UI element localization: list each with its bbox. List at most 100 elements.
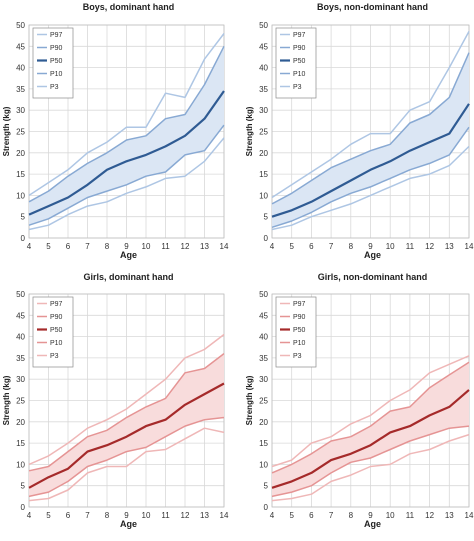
series-line-p3 bbox=[271, 433, 470, 502]
legend-label: P10 bbox=[50, 340, 63, 347]
series-line-p10 bbox=[271, 425, 470, 498]
percentile-band bbox=[29, 46, 224, 226]
y-tick-label: 20 bbox=[259, 418, 268, 427]
y-tick-label: 35 bbox=[16, 85, 25, 94]
y-tick-label: 5 bbox=[21, 213, 26, 222]
x-tick-label: 12 bbox=[425, 511, 434, 520]
series-line-p90 bbox=[271, 52, 470, 205]
legend-label: P97 bbox=[50, 301, 63, 308]
y-tick-label: 40 bbox=[16, 64, 25, 73]
legend-label: P3 bbox=[50, 84, 59, 91]
chart-title: Boys, dominant hand bbox=[83, 2, 175, 12]
x-tick-label: 14 bbox=[220, 511, 229, 520]
series-line-p10 bbox=[271, 126, 470, 229]
x-tick-label: 14 bbox=[465, 242, 474, 251]
chart-panel-1: Boys, dominant hand051015202530354045504… bbox=[2, 2, 229, 260]
y-tick-label: 30 bbox=[16, 106, 25, 115]
x-tick-label: 11 bbox=[161, 511, 170, 520]
x-axis-label: Age bbox=[364, 250, 381, 260]
y-tick-label: 50 bbox=[259, 21, 268, 30]
x-tick-label: 13 bbox=[445, 511, 454, 520]
x-tick-label: 6 bbox=[309, 511, 314, 520]
legend: P97 P90 P50 P10 P3 bbox=[275, 27, 317, 99]
x-tick-label: 8 bbox=[105, 511, 110, 520]
y-tick-label: 20 bbox=[16, 149, 25, 158]
y-tick-label: 45 bbox=[259, 42, 268, 51]
x-tick-label: 9 bbox=[368, 242, 373, 251]
chart-panel-2: Boys, non-dominant hand 0 5 10 15 20 25 30 35 40 4… bbox=[245, 2, 474, 260]
chart-panel-4: Girls, non-dominant hand 0 5 10 15 20 25 30 35 40… bbox=[245, 272, 474, 529]
chart-title: Boys, non-dominant hand bbox=[317, 2, 428, 12]
y-tick-label: 35 bbox=[16, 354, 25, 363]
y-tick-label: 50 bbox=[16, 290, 25, 299]
x-tick-label: 4 bbox=[270, 242, 275, 251]
x-tick-label: 6 bbox=[66, 242, 71, 251]
series-line-p90 bbox=[28, 353, 225, 472]
x-tick-label: 8 bbox=[349, 242, 354, 251]
x-tick-label: 10 bbox=[386, 511, 395, 520]
y-axis-label: Strength (kg) bbox=[245, 106, 254, 156]
plot-area bbox=[28, 24, 225, 239]
series-line-p97 bbox=[271, 355, 470, 468]
legend-label: P50 bbox=[293, 327, 306, 334]
y-tick-label: 0 bbox=[264, 234, 269, 243]
chart-panel-3: Girls, dominant hand05101520253035404550… bbox=[2, 272, 229, 529]
x-tick-label: 14 bbox=[220, 242, 229, 251]
y-tick-label: 30 bbox=[259, 375, 268, 384]
series-line-p97 bbox=[271, 31, 470, 199]
y-tick-label: 10 bbox=[259, 191, 268, 200]
y-tick-label: 30 bbox=[259, 106, 268, 115]
y-tick-label: 35 bbox=[259, 354, 268, 363]
legend: P97 P90 P50 P10 P3 bbox=[32, 296, 74, 368]
series-line-p97 bbox=[28, 33, 225, 197]
x-tick-label: 13 bbox=[200, 511, 209, 520]
y-tick-label: 40 bbox=[16, 333, 25, 342]
legend-label: P90 bbox=[50, 45, 63, 52]
legend-label: P10 bbox=[293, 71, 306, 78]
x-tick-label: 9 bbox=[124, 242, 129, 251]
series-line-p50 bbox=[28, 382, 225, 489]
y-tick-label: 20 bbox=[259, 149, 268, 158]
y-tick-label: 25 bbox=[259, 397, 268, 406]
legend-label: P97 bbox=[293, 301, 306, 308]
series-line-p50 bbox=[28, 90, 225, 216]
y-tick-label: 10 bbox=[259, 460, 268, 469]
y-axis-label: Strength (kg) bbox=[245, 375, 254, 425]
series-line-p3 bbox=[271, 145, 470, 231]
y-tick-label: 5 bbox=[264, 482, 269, 491]
x-tick-label: 11 bbox=[161, 242, 170, 251]
x-tick-label: 12 bbox=[181, 511, 190, 520]
y-tick-label: 0 bbox=[264, 503, 269, 512]
y-tick-label: 10 bbox=[16, 460, 25, 469]
x-tick-label: 8 bbox=[349, 511, 354, 520]
x-tick-label: 4 bbox=[27, 242, 32, 251]
y-axis-label: Strength (kg) bbox=[2, 106, 11, 156]
y-tick-label: 15 bbox=[259, 439, 268, 448]
y-tick-label: 45 bbox=[16, 311, 25, 320]
y-tick-label: 20 bbox=[16, 418, 25, 427]
legend-label: P90 bbox=[293, 314, 306, 321]
chart-title: Girls, dominant hand bbox=[83, 272, 173, 282]
percentile-band bbox=[272, 362, 469, 497]
series-line-p97 bbox=[28, 333, 225, 466]
y-tick-label: 45 bbox=[16, 42, 25, 51]
chart-title: Girls, non-dominant hand bbox=[318, 272, 428, 282]
percentile-band bbox=[272, 52, 469, 228]
series-line-p90 bbox=[271, 361, 470, 474]
series-line-p10 bbox=[28, 124, 225, 226]
series-line-p3 bbox=[28, 137, 225, 231]
legend-label: P10 bbox=[293, 340, 306, 347]
y-tick-label: 10 bbox=[16, 191, 25, 200]
y-tick-label: 35 bbox=[259, 85, 268, 94]
legend: P97 P90 P50 P10 P3 bbox=[275, 296, 317, 368]
x-tick-label: 8 bbox=[105, 242, 110, 251]
y-tick-label: 0 bbox=[21, 503, 26, 512]
y-tick-label: 30 bbox=[16, 375, 25, 384]
y-tick-label: 50 bbox=[16, 21, 25, 30]
x-tick-label: 12 bbox=[425, 242, 434, 251]
legend-label: P50 bbox=[293, 58, 306, 65]
x-tick-label: 11 bbox=[406, 242, 415, 251]
x-tick-label: 4 bbox=[27, 511, 32, 520]
legend-label: P3 bbox=[293, 84, 302, 91]
y-tick-label: 5 bbox=[264, 213, 269, 222]
